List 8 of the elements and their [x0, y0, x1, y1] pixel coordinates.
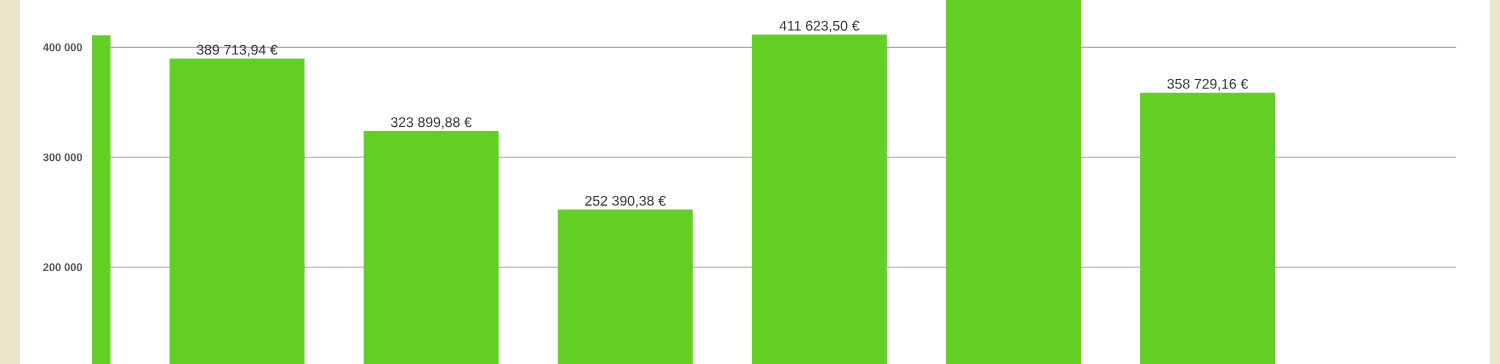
data-label: 252 390,38 €: [585, 195, 666, 208]
y-tick-label: 300 000: [43, 153, 83, 162]
y-tick-label: 200 000: [43, 263, 83, 272]
data-label: 358 729,16 €: [1167, 78, 1249, 91]
y-tick-label: 400 000: [43, 43, 83, 52]
data-label: 411 623,50 €: [779, 20, 860, 33]
data-label: 389 713,94 €: [196, 44, 278, 57]
data-label: 323 899,88 €: [390, 117, 472, 129]
